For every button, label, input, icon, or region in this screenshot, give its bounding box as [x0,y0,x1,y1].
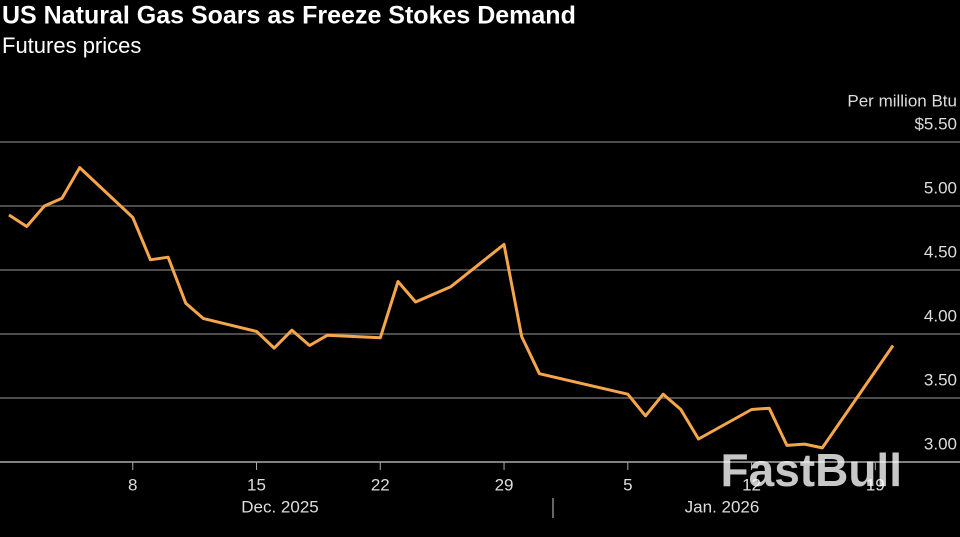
y-axis-label: Per million Btu [847,91,957,110]
y-tick-label: 4.50 [924,242,957,261]
month-label: Dec. 2025 [241,497,319,516]
line-series [8,166,895,450]
y-tick-label: $5.50 [914,114,957,133]
y-tick-label: 4.00 [924,306,957,325]
month-label: Jan. 2026 [685,497,760,516]
x-tick-label: 19 [866,475,885,494]
x-tick-label: 5 [623,475,632,494]
x-tick-label: 12 [742,475,761,494]
x-tick-label: 22 [371,475,390,494]
x-tick-label: 15 [247,475,266,494]
y-tick-label: 3.00 [924,434,957,453]
y-tick-label: 3.50 [924,370,957,389]
x-tick-label: 8 [128,475,137,494]
chart-title: US Natural Gas Soars as Freeze Stokes De… [2,2,576,30]
x-tick-label: 29 [495,475,514,494]
y-tick-label: 5.00 [924,178,957,197]
watermark: FastBull [721,444,902,496]
chart-subtitle: Futures prices [2,33,141,58]
